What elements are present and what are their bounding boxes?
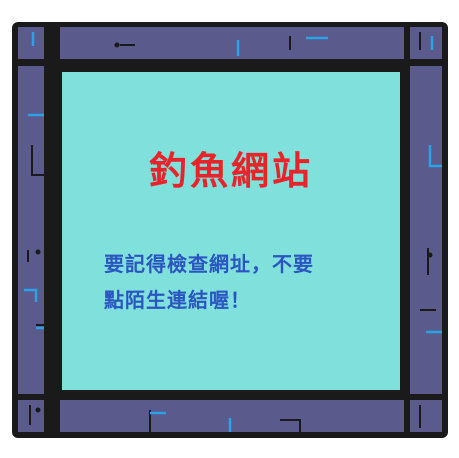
frame-block xyxy=(18,27,44,59)
frame-block xyxy=(410,66,442,394)
frame-block xyxy=(60,27,404,59)
frame-block xyxy=(60,400,404,432)
stone-cracks xyxy=(27,32,436,432)
panel-content: 釣魚網站 要記得檢查網址，不要 點陌生連結喔！ xyxy=(62,76,400,394)
frame-block xyxy=(410,27,442,59)
frame-block xyxy=(18,66,44,394)
panel-background xyxy=(62,72,400,390)
accent-lines xyxy=(24,32,442,432)
stone-dots xyxy=(35,42,433,413)
headline-title: 釣魚網站 xyxy=(148,149,313,193)
frame-block xyxy=(410,400,442,432)
warning-text-line-2: 點陌生連結喔！ xyxy=(104,288,251,312)
warning-text-line-1: 要記得檢查網址，不要 xyxy=(104,252,314,276)
